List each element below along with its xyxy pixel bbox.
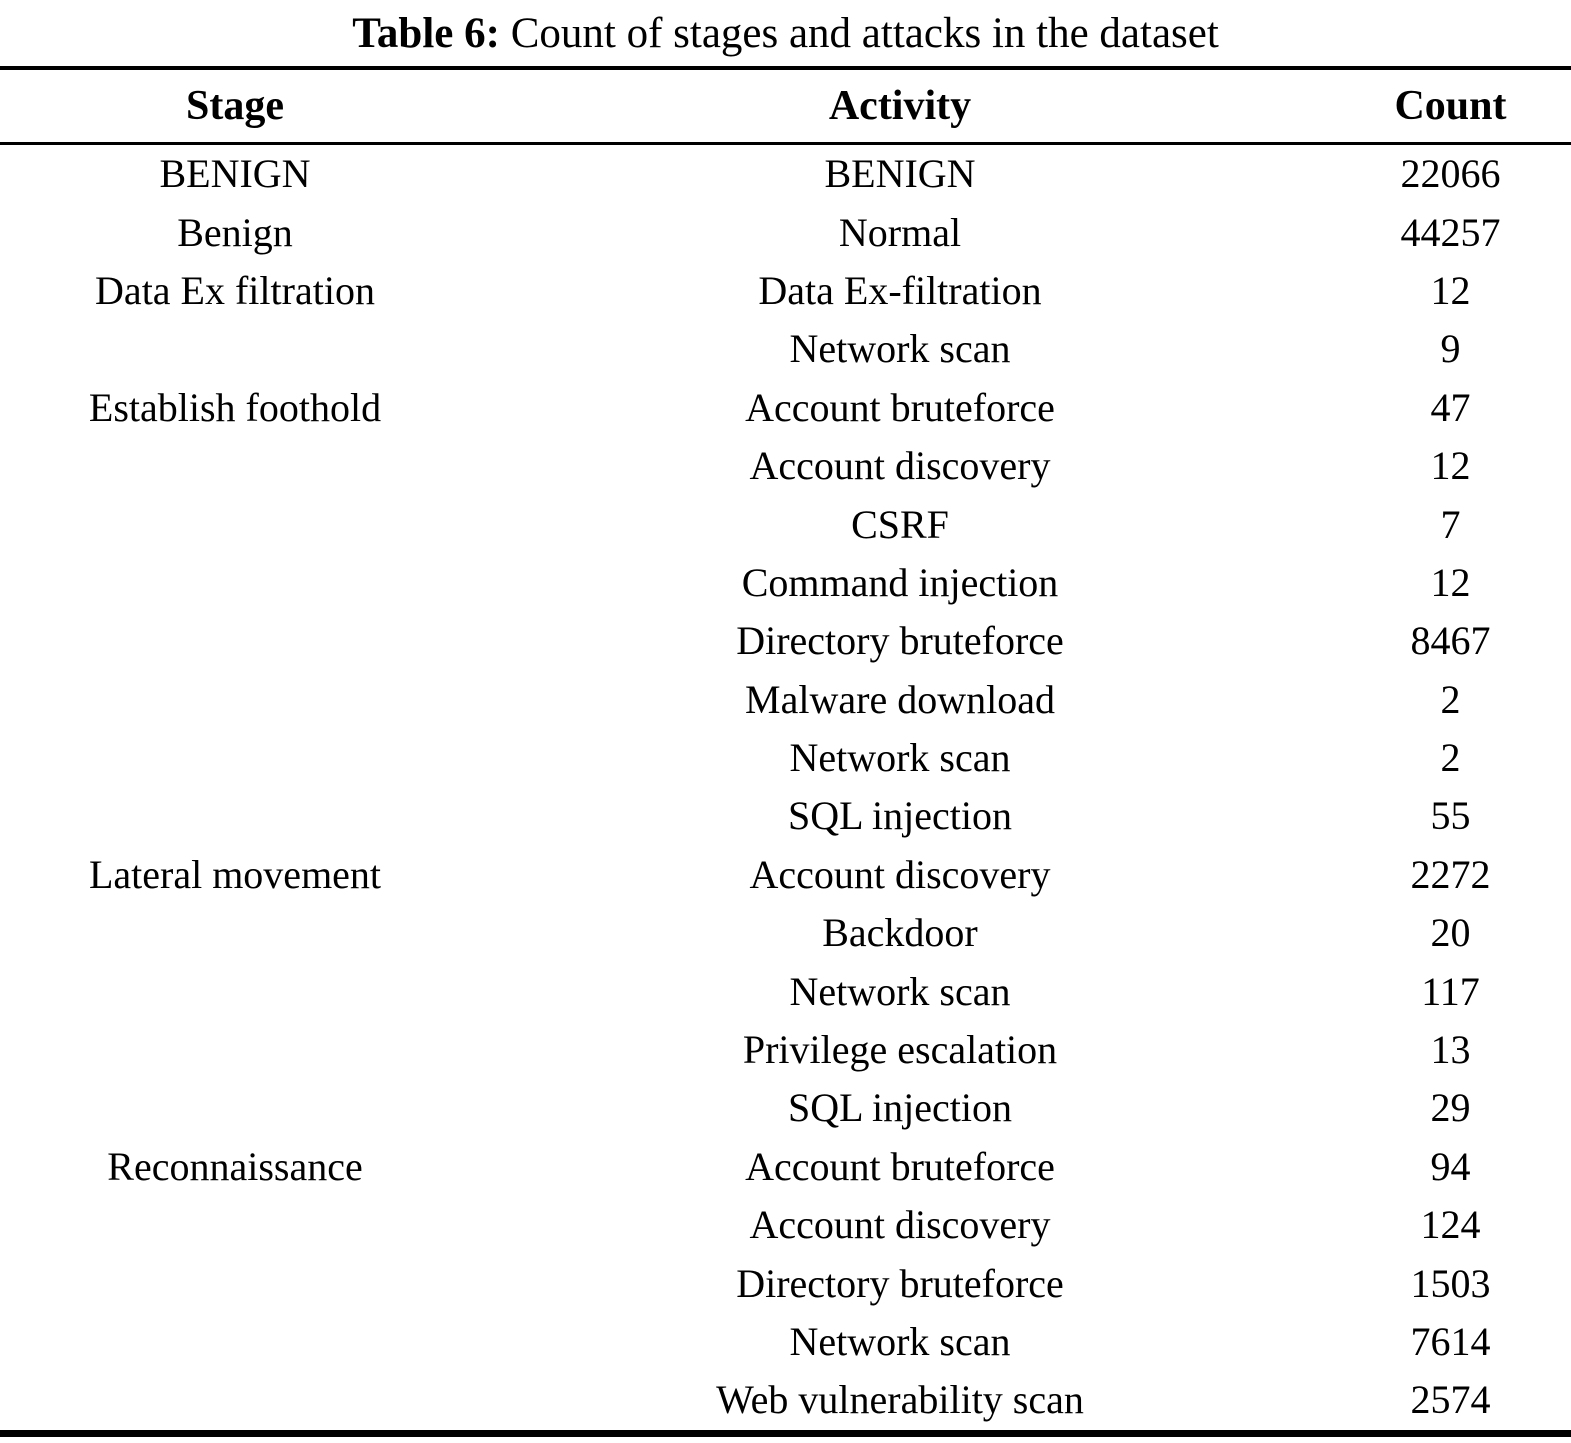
count-cell: 47 bbox=[1430, 384, 1471, 430]
count-cell: 12 bbox=[1430, 443, 1471, 489]
activity-cell: Backdoor bbox=[822, 910, 978, 956]
table-row: Network scan 7614 bbox=[0, 1313, 1571, 1371]
count-cell: 2574 bbox=[1410, 1377, 1491, 1423]
activity-cell: Account bruteforce bbox=[745, 384, 1055, 430]
table-row: BENIGN BENIGN 22066 bbox=[0, 145, 1571, 203]
stage-cell: Establish foothold bbox=[88, 384, 382, 430]
activity-cell: Network scan bbox=[789, 968, 1011, 1014]
table-row: SQL injection 55 bbox=[0, 787, 1571, 845]
activity-cell: Account discovery bbox=[749, 443, 1051, 489]
activity-cell: Account discovery bbox=[749, 1202, 1051, 1248]
activity-cell: Network scan bbox=[789, 326, 1011, 372]
column-header-activity: Activity bbox=[828, 83, 972, 129]
table-row: Network scan 9 bbox=[0, 320, 1571, 378]
count-cell: 8467 bbox=[1410, 618, 1491, 664]
stage-cell: BENIGN bbox=[159, 151, 311, 197]
table-header-row: Stage Activity Count bbox=[0, 70, 1571, 142]
table-row: Account discovery 124 bbox=[0, 1196, 1571, 1254]
activity-cell: Network scan bbox=[789, 735, 1011, 781]
count-cell: 55 bbox=[1430, 793, 1471, 839]
activity-cell: Malware download bbox=[745, 676, 1055, 722]
table-row: CSRF 7 bbox=[0, 495, 1571, 553]
activity-cell: CSRF bbox=[851, 501, 949, 547]
table-row: Network scan 117 bbox=[0, 962, 1571, 1020]
table-row: Malware download 2 bbox=[0, 671, 1571, 729]
header-rule bbox=[0, 142, 1571, 145]
count-cell: 1503 bbox=[1410, 1260, 1491, 1306]
count-cell: 94 bbox=[1430, 1143, 1471, 1189]
activity-cell: Account bruteforce bbox=[745, 1143, 1055, 1189]
table-row: SQL injection 29 bbox=[0, 1079, 1571, 1137]
table-row: Benign Normal 44257 bbox=[0, 203, 1571, 261]
activity-cell: Network scan bbox=[789, 1319, 1011, 1364]
count-cell: 9 bbox=[1440, 326, 1461, 372]
count-cell: 2 bbox=[1440, 735, 1461, 781]
count-cell: 117 bbox=[1421, 968, 1480, 1014]
table-row: Command injection 12 bbox=[0, 554, 1571, 612]
table-row: Account discovery 12 bbox=[0, 437, 1571, 495]
stage-cell: Lateral movement bbox=[88, 851, 382, 897]
table-caption: Table 6: Count of stages and attacks in … bbox=[0, 0, 1571, 66]
stage-cell: Data Ex filtration bbox=[95, 267, 375, 313]
count-cell: 2 bbox=[1440, 676, 1461, 722]
activity-cell: SQL injection bbox=[787, 1085, 1013, 1131]
count-cell: 44257 bbox=[1400, 209, 1501, 255]
table-row: Backdoor 20 bbox=[0, 904, 1571, 962]
stage-cell: Reconnaissance bbox=[107, 1143, 363, 1189]
table-row: Web vulnerability scan 2574 bbox=[0, 1371, 1571, 1429]
column-header-stage: Stage bbox=[186, 83, 284, 129]
activity-cell: BENIGN bbox=[824, 151, 976, 197]
count-cell: 29 bbox=[1430, 1085, 1471, 1131]
top-rule bbox=[0, 66, 1571, 70]
count-cell: 7614 bbox=[1410, 1319, 1491, 1364]
table-row: Lateral movement Account discovery 2272 bbox=[0, 846, 1571, 904]
table-row: Directory bruteforce 8467 bbox=[0, 612, 1571, 670]
table-row: Establish foothold Account bruteforce 47 bbox=[0, 379, 1571, 437]
count-cell: 13 bbox=[1430, 1027, 1471, 1073]
activity-cell: Normal bbox=[838, 209, 962, 255]
table-row: Data Ex filtration Data Ex-filtration 12 bbox=[0, 262, 1571, 320]
column-header-count: Count bbox=[1394, 83, 1507, 129]
activity-cell: Privilege escalation bbox=[742, 1027, 1058, 1073]
count-cell: 22066 bbox=[1400, 151, 1501, 197]
activity-cell: Directory bruteforce bbox=[736, 1260, 1064, 1306]
count-cell: 2272 bbox=[1410, 851, 1491, 897]
table-row: Privilege escalation 13 bbox=[0, 1021, 1571, 1079]
table-row: Directory bruteforce 1503 bbox=[0, 1254, 1571, 1312]
table-body: BENIGN BENIGN 22066 Benign Normal 44257 Data E… bbox=[0, 145, 1571, 1430]
caption-text: Count of stages and attacks in the datas… bbox=[499, 9, 1219, 57]
activity-cell: Web vulnerability scan bbox=[716, 1377, 1084, 1423]
caption-label: Table 6: bbox=[352, 9, 500, 57]
table-row: Reconnaissance Account bruteforce 94 bbox=[0, 1138, 1571, 1196]
count-cell: 20 bbox=[1430, 910, 1471, 956]
activity-cell: Directory bruteforce bbox=[736, 618, 1064, 664]
count-cell: 12 bbox=[1430, 267, 1471, 313]
count-cell: 12 bbox=[1430, 559, 1471, 605]
activity-cell: SQL injection bbox=[787, 793, 1013, 839]
count-cell: 124 bbox=[1420, 1202, 1481, 1248]
bottom-rule bbox=[0, 1429, 1571, 1437]
activity-cell: Data Ex-filtration bbox=[758, 267, 1042, 313]
activity-cell: Account discovery bbox=[749, 851, 1051, 897]
count-cell: 7 bbox=[1440, 501, 1461, 547]
stage-cell: Benign bbox=[177, 209, 293, 255]
activity-cell: Command injection bbox=[741, 559, 1059, 605]
table-row: Network scan 2 bbox=[0, 729, 1571, 787]
